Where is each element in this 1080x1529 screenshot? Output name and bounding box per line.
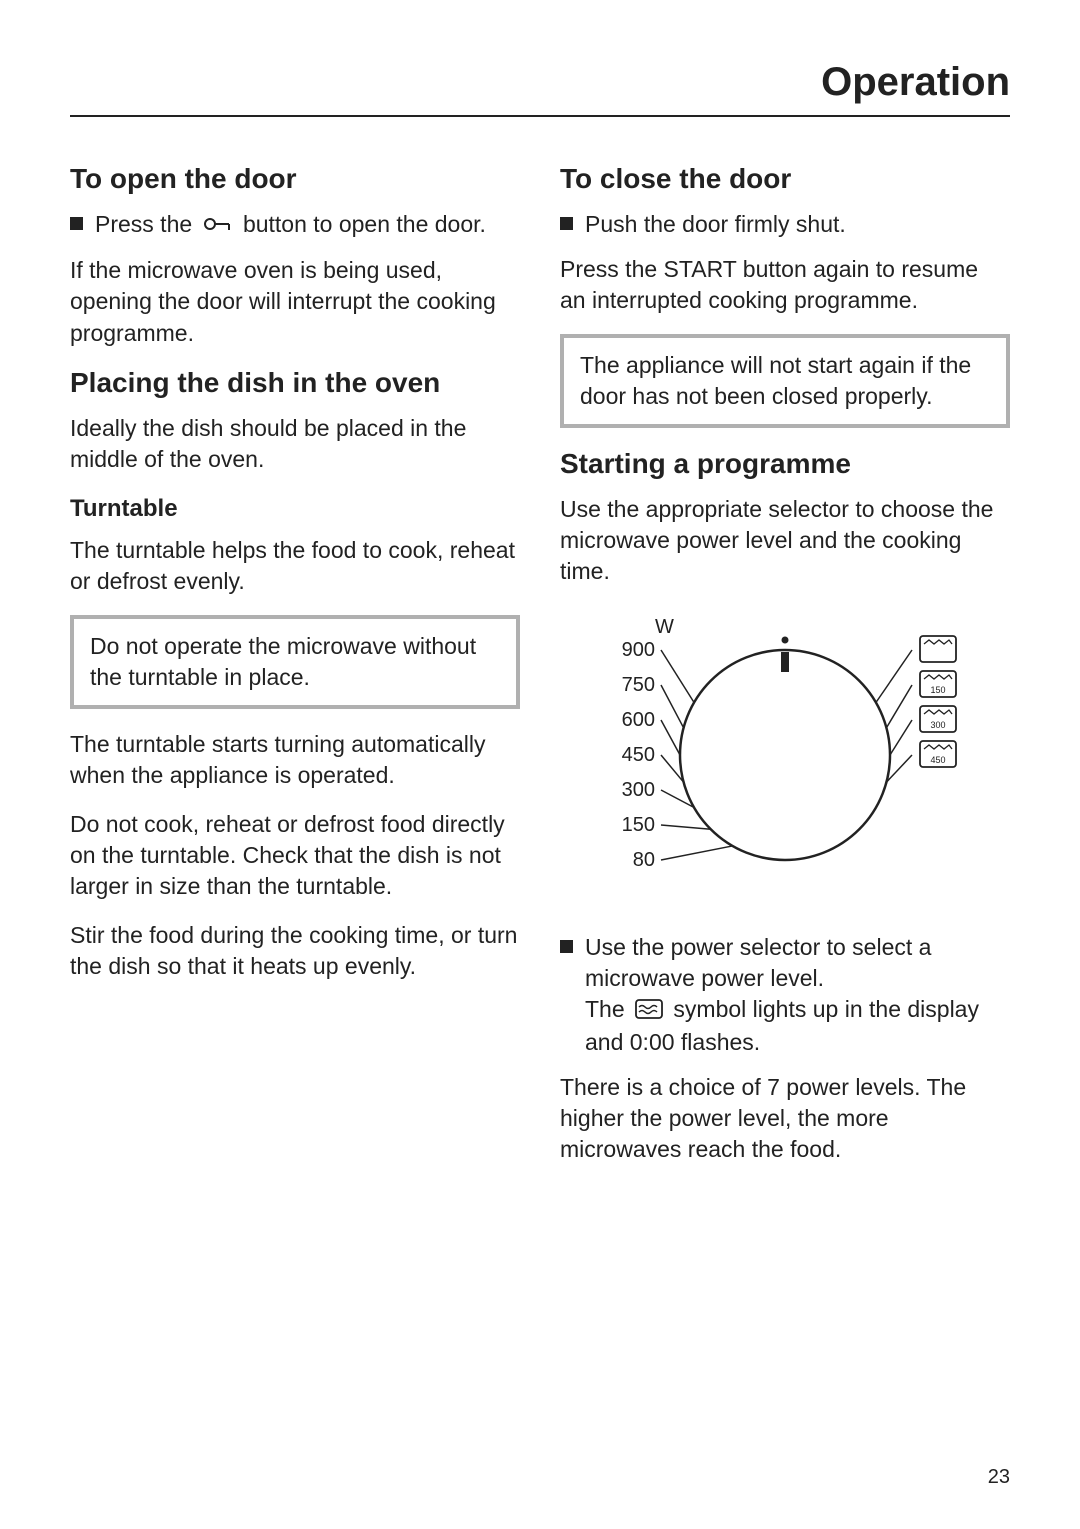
bullet-square-icon: [560, 940, 573, 953]
svg-text:600: 600: [622, 709, 655, 731]
left-column: To open the door Press the button to ope…: [70, 145, 520, 1183]
turn-text-1: The turntable helps the food to cook, re…: [70, 535, 520, 597]
turntable-warning-box: Do not operate the microwave without the…: [70, 615, 520, 709]
turn-text-3: Do not cook, reheat or defrost food dire…: [70, 809, 520, 902]
power-select-text: Use the power selector to select a micro…: [585, 932, 1010, 1058]
open-text-pre: Press the: [95, 211, 199, 237]
bullet-open-door: Press the button to open the door.: [70, 209, 520, 241]
right-column: To close the door Push the door firmly s…: [560, 145, 1010, 1183]
power-levels-text: There is a choice of 7 power levels. The…: [560, 1072, 1010, 1165]
svg-text:W: W: [655, 616, 674, 638]
power-line-a: Use the power selector to select a micro…: [585, 934, 931, 991]
close-resume-text: Press the START button again to resume a…: [560, 254, 1010, 316]
bullet-power-select: Use the power selector to select a micro…: [560, 932, 1010, 1058]
open-note: If the microwave oven is being used, ope…: [70, 255, 520, 348]
svg-text:300: 300: [930, 720, 945, 730]
svg-text:150: 150: [930, 685, 945, 695]
heading-open-door: To open the door: [70, 163, 520, 195]
heading-turntable: Turntable: [70, 495, 520, 523]
bullet-square-icon: [560, 217, 573, 230]
page-title: Operation: [70, 60, 1010, 117]
bullet-close-door: Push the door firmly shut.: [560, 209, 1010, 240]
close-text: Push the door firmly shut.: [585, 209, 1010, 240]
close-warning-text: The appliance will not start again if th…: [580, 352, 971, 409]
turntable-warning-text: Do not operate the microwave without the…: [90, 633, 476, 690]
bullet-open-text: Press the button to open the door.: [95, 209, 520, 241]
turn-text-4: Stir the food during the cooking time, o…: [70, 920, 520, 982]
content-columns: To open the door Press the button to ope…: [70, 145, 1010, 1183]
power-dial-diagram: W900 750 600 450 300 150 80 150 300 450: [560, 605, 1010, 910]
page-number: 23: [988, 1466, 1010, 1489]
place-text: Ideally the dish should be placed in the…: [70, 413, 520, 475]
svg-text:750: 750: [622, 674, 655, 696]
close-warning-box: The appliance will not start again if th…: [560, 334, 1010, 428]
start-text: Use the appropriate selector to choose t…: [560, 494, 1010, 587]
svg-text:80: 80: [633, 849, 655, 871]
heading-close-door: To close the door: [560, 163, 1010, 195]
svg-text:450: 450: [622, 744, 655, 766]
svg-text:300: 300: [622, 779, 655, 801]
page: Operation To open the door Press the: [0, 0, 1080, 1529]
bullet-square-icon: [70, 217, 83, 230]
open-text-post: button to open the door.: [243, 211, 486, 237]
power-line-b-pre: The: [585, 996, 631, 1022]
heading-start-programme: Starting a programme: [560, 448, 1010, 480]
turn-text-2: The turntable starts turning automatical…: [70, 729, 520, 791]
microwave-symbol-icon: [635, 996, 663, 1027]
door-key-icon: [203, 210, 233, 241]
svg-text:450: 450: [930, 755, 945, 765]
heading-place-dish: Placing the dish in the oven: [70, 367, 520, 399]
svg-text:150: 150: [622, 814, 655, 836]
svg-text:900: 900: [622, 639, 655, 661]
